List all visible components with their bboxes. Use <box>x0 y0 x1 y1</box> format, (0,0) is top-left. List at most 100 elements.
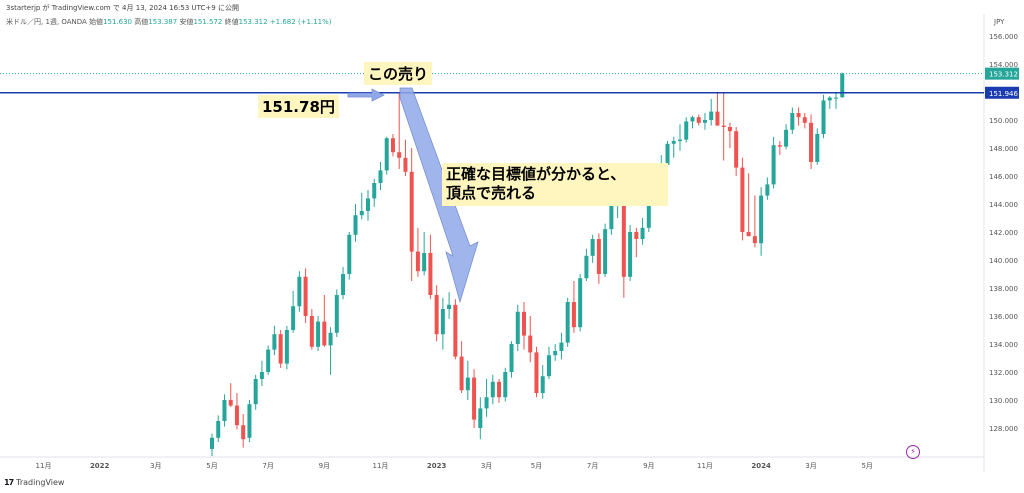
candle-body <box>384 138 389 171</box>
y-tick-label: 128.000 <box>989 425 1018 433</box>
candle-body <box>422 253 427 272</box>
candle-body <box>328 332 333 346</box>
candle-body <box>284 330 289 364</box>
y-tick-label: 130.000 <box>989 397 1018 405</box>
x-tick-label: 7月 <box>587 462 598 470</box>
candle-body <box>578 278 583 328</box>
x-tick-label: 3月 <box>805 462 816 470</box>
candle-body <box>509 344 514 372</box>
y-tick-label: 148.000 <box>989 145 1018 153</box>
candle-body <box>353 215 358 235</box>
symbol-label: 米ドル／円, 1週, OANDA <box>6 18 87 26</box>
candle-body <box>709 111 714 120</box>
ohlc-low-label: 安値 <box>179 18 194 26</box>
y-tick-label: 154.000 <box>989 61 1018 69</box>
candle-body <box>590 239 595 256</box>
candle-body <box>210 437 214 449</box>
x-tick-label: 2023 <box>427 462 447 470</box>
x-tick-label: 5月 <box>861 462 872 470</box>
y-tick-label: 156.000 <box>989 33 1018 41</box>
candle-body <box>559 342 564 351</box>
candle-body <box>809 122 814 162</box>
candle-body <box>428 253 433 295</box>
candle-body <box>696 117 701 123</box>
author-line: 3starterjp が TradingView.com で 4月 13, 20… <box>6 4 239 12</box>
candle-body <box>309 316 314 347</box>
candle-body <box>646 185 651 228</box>
candle-body <box>259 372 264 379</box>
candle-body <box>771 145 776 185</box>
candle-body <box>440 309 445 335</box>
candle-body <box>278 334 283 364</box>
candle-body <box>409 171 414 252</box>
y-tick-label: 138.000 <box>989 285 1018 293</box>
candle-body <box>815 134 820 162</box>
candle-body <box>802 117 807 123</box>
candle-body <box>759 195 764 244</box>
x-tick-label: 11月 <box>373 462 389 470</box>
candle-body <box>359 211 364 216</box>
tradingview-logo-icon: 17 <box>4 478 14 487</box>
y-tick-label: 150.000 <box>989 117 1018 125</box>
price-arrow-icon <box>347 88 385 102</box>
candle-body <box>366 198 370 211</box>
candle-body <box>671 141 676 144</box>
candle-body <box>297 276 302 307</box>
candle-body <box>715 111 720 126</box>
candle-body <box>472 377 477 420</box>
candle-body <box>609 204 614 230</box>
candle-body <box>291 306 296 330</box>
candle-body <box>634 232 639 239</box>
y-tick-label: 142.000 <box>989 229 1018 237</box>
candle-body <box>322 321 327 346</box>
candle-body <box>316 321 321 347</box>
candle-body <box>678 139 682 141</box>
y-tick-label: 146.000 <box>989 173 1018 181</box>
x-tick-label: 3月 <box>150 462 161 470</box>
big-down-arrow-icon <box>399 87 479 304</box>
footer: 17 TradingView <box>4 478 64 487</box>
y-tick-label: 132.000 <box>989 369 1018 377</box>
candle-body <box>702 120 707 123</box>
candle-body <box>565 302 570 343</box>
candle-body <box>840 73 845 98</box>
candle-body <box>734 131 739 168</box>
candle-body <box>415 251 420 272</box>
ohlc-open-value: 151.630 <box>103 18 133 26</box>
candle-body <box>272 334 277 350</box>
candle-body <box>403 157 408 172</box>
y-tick-label: 136.000 <box>989 313 1018 321</box>
candle-body <box>334 295 339 333</box>
candle-body <box>752 236 757 244</box>
candle-body <box>253 379 258 405</box>
candle-body <box>553 351 558 356</box>
ohlc-close-value: 153.312 <box>238 18 268 26</box>
currency-label[interactable]: JPY <box>994 18 1005 26</box>
candle-body <box>665 143 670 165</box>
x-tick-label: 5月 <box>531 462 542 470</box>
candle-body <box>640 227 645 239</box>
candle-body <box>522 311 526 336</box>
ohlc-open-label: 始値 <box>89 18 104 26</box>
candle-body <box>746 232 751 237</box>
candle-body <box>241 425 246 440</box>
candle-body <box>784 129 789 147</box>
candle-body <box>459 356 464 391</box>
y-tick-label: 134.000 <box>989 341 1018 349</box>
candle-body <box>727 127 732 132</box>
candle-body <box>528 335 533 353</box>
ohlc-high-label: 高値 <box>134 18 149 26</box>
lightning-icon[interactable]: ⚡ <box>906 445 920 459</box>
x-tick-label: 5月 <box>206 462 217 470</box>
candle-body <box>484 397 489 409</box>
candle-body <box>684 121 689 140</box>
annotation-sell-here: この売り <box>364 62 433 85</box>
candle-body <box>503 372 508 398</box>
candle-body <box>790 113 795 130</box>
candle-body <box>628 232 633 277</box>
candle-body <box>827 97 832 101</box>
candle-body <box>222 400 227 421</box>
candle-body <box>740 167 745 232</box>
candle-body <box>397 152 402 158</box>
